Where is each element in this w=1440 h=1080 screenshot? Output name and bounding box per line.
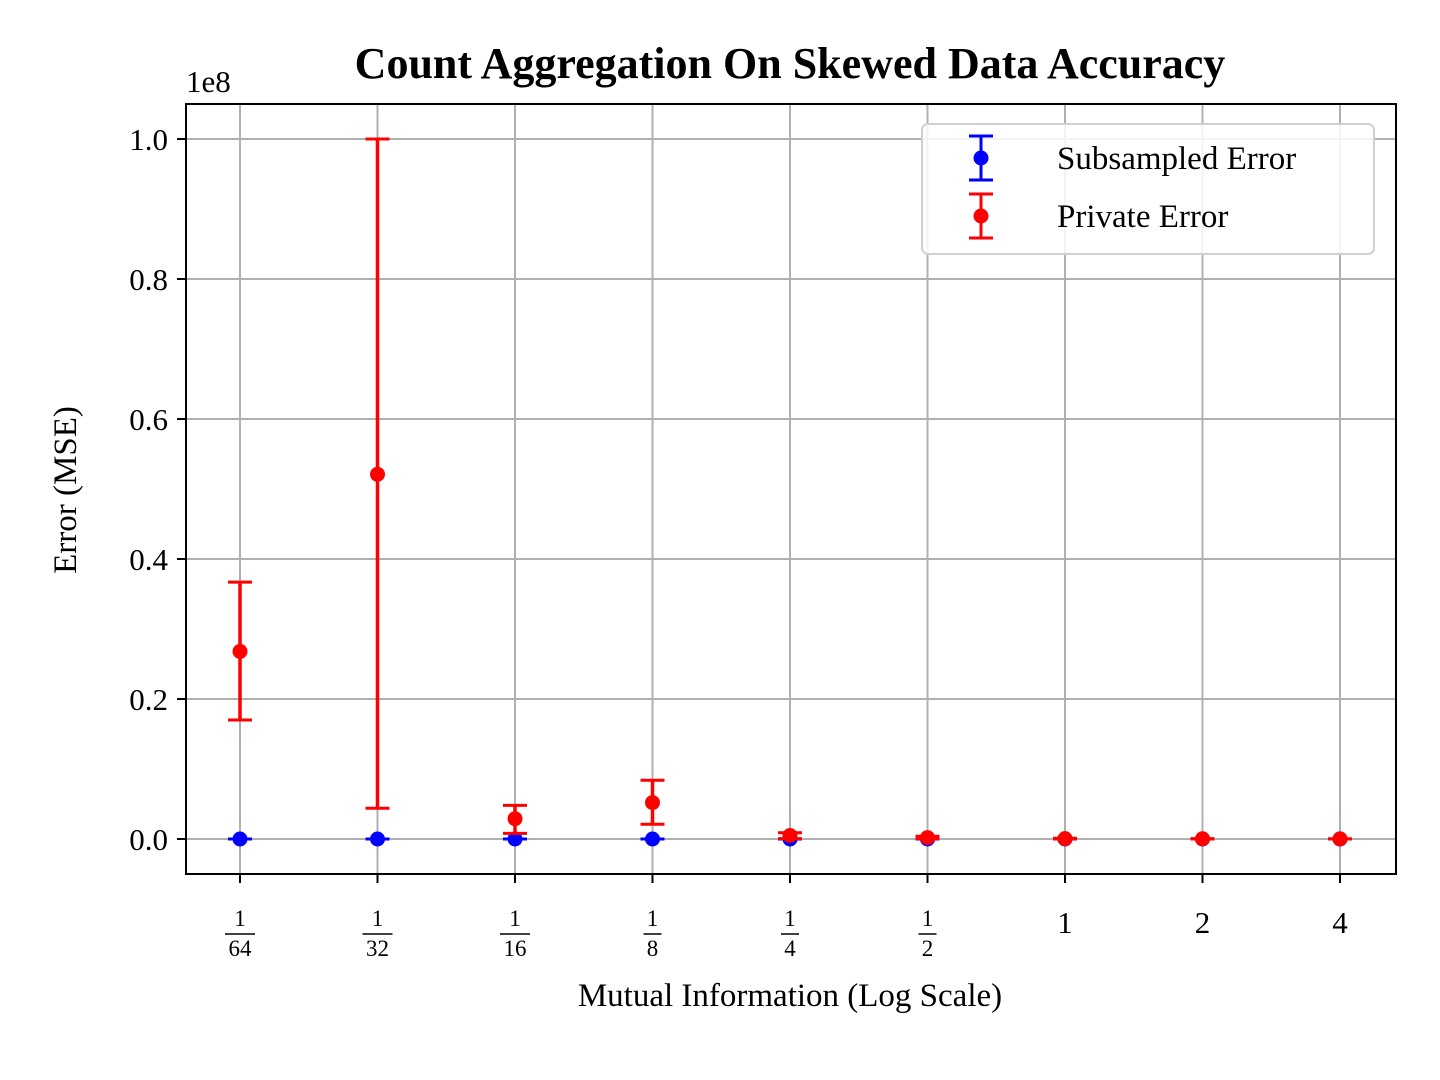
x-tick-label: 1	[1057, 905, 1073, 940]
data-point	[645, 831, 660, 847]
data-point	[920, 830, 935, 846]
data-point	[370, 831, 385, 847]
x-tick-denominator: 64	[229, 936, 253, 961]
x-tick-numerator: 1	[647, 906, 659, 931]
y-tick-label: 0.8	[129, 262, 168, 297]
x-tick-numerator: 1	[784, 906, 796, 931]
x-tick-numerator: 1	[234, 906, 246, 931]
x-tick-numerator: 1	[372, 906, 384, 931]
x-tick-denominator: 32	[366, 936, 389, 961]
x-tick-numerator: 1	[509, 906, 521, 931]
legend-marker	[973, 208, 989, 224]
y-axis-label: Error (MSE)	[48, 406, 84, 574]
data-point	[1332, 831, 1348, 847]
x-tick-denominator: 4	[784, 936, 796, 961]
y-tick-label: 0.2	[129, 682, 168, 717]
data-point	[232, 643, 248, 659]
x-tick-numerator: 1	[922, 906, 934, 931]
data-point	[1195, 831, 1210, 847]
y-tick-label: 0.0	[129, 822, 168, 857]
x-tick-label: 4	[1332, 905, 1348, 940]
x-tick-denominator: 2	[922, 936, 934, 961]
x-tick-denominator: 16	[504, 936, 527, 961]
legend-label: Subsampled Error	[1057, 141, 1296, 177]
data-point	[507, 811, 523, 827]
data-point	[507, 831, 523, 847]
data-point	[782, 828, 798, 843]
y-tick-label: 1.0	[129, 122, 168, 157]
x-tick-denominator: 8	[647, 936, 659, 961]
legend-entry: Subsampled Error	[969, 134, 1296, 182]
legend-label: Private Error	[1057, 199, 1228, 235]
chart-title: Count Aggregation On Skewed Data Accurac…	[355, 39, 1226, 88]
legend-entry: Private Error	[969, 192, 1228, 240]
legend-marker	[973, 150, 989, 166]
y-tick-label: 0.6	[129, 402, 168, 437]
legend: Subsampled Error Private Error	[921, 123, 1375, 255]
axis-ticks: 1 64 1 32 1 16 1 8 1 4 1 2 1 2 4 0.0 0.2 0.4 0.6 0.8 1.0	[129, 122, 1348, 961]
data-point	[645, 795, 660, 811]
x-axis-label: Mutual Information (Log Scale)	[578, 978, 1002, 1014]
data-point	[232, 831, 248, 847]
legend-box	[921, 123, 1375, 255]
y-offset-label: 1e8	[186, 64, 231, 99]
data-point	[1057, 831, 1073, 847]
data-point	[370, 466, 385, 482]
series-layer	[228, 137, 1352, 847]
x-tick-label: 2	[1195, 905, 1211, 940]
series-private-error	[228, 137, 1352, 847]
y-tick-label: 0.4	[129, 542, 168, 577]
